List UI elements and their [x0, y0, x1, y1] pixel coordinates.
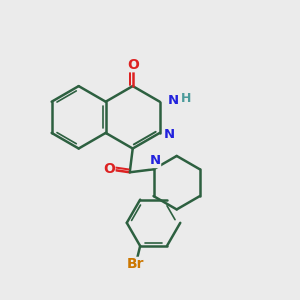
Text: O: O [103, 162, 115, 176]
Text: N: N [149, 154, 161, 167]
Text: O: O [127, 58, 139, 72]
Text: N: N [164, 128, 175, 141]
Text: N: N [168, 94, 179, 107]
Text: Br: Br [127, 257, 144, 272]
Text: H: H [181, 92, 192, 105]
